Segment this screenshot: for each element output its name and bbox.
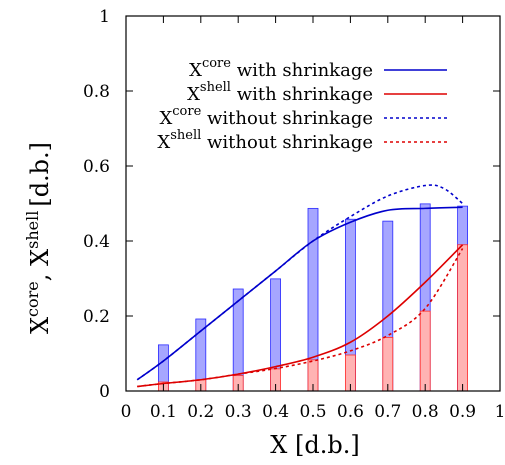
x-tick-label-8: 0.8 [412, 402, 439, 422]
y-tick-label-3: 0.6 [83, 157, 110, 177]
lines-layer [136, 184, 464, 388]
y-axis-label-base-core: X [26, 317, 54, 334]
y-axis-label-sup-shell: shell [23, 211, 42, 249]
legend-label-2: Xshell with shrinkage [187, 80, 373, 105]
legend-label-base-4: X [157, 132, 170, 153]
legend-label-1: Xcore with shrinkage [189, 56, 373, 81]
y-tick-label-0: 0 [99, 382, 110, 402]
x-tick-label-0: 0 [121, 402, 132, 422]
x-tick-label-2: 0.2 [187, 402, 214, 422]
y-axis-label-sup-core: core [23, 281, 42, 317]
legend-label-sup-2: shell [200, 80, 231, 95]
bar-shell-7 [382, 336, 394, 392]
series-line-shell-with [137, 244, 464, 388]
legend-label-rest-3: without shrinkage [201, 108, 373, 129]
legend-label-base-3: X [159, 108, 172, 129]
bar-shell-8 [419, 310, 431, 392]
y-axis-label: Xcore, Xshell [d.b.] [23, 142, 54, 334]
y-tick-label-1: 0.2 [83, 307, 110, 327]
bars-layer [157, 203, 469, 392]
x-tick-label-5: 0.5 [299, 402, 326, 422]
x-tick-label-1: 0.1 [150, 402, 177, 422]
y-tick-label-5: 1 [99, 7, 110, 27]
legend-label-rest-2: with shrinkage [231, 84, 373, 105]
x-tick-label-10: 1 [495, 402, 505, 422]
legend-label-rest-4: without shrinkage [201, 132, 373, 153]
legend-label-sup-1: core [202, 56, 231, 71]
legend-label-4: Xshell without shrinkage [157, 128, 373, 153]
bar-shell-9 [457, 244, 469, 392]
legend-label-sup-4: shell [170, 128, 201, 143]
x-tick-label-9: 0.9 [449, 402, 476, 422]
legend-label-rest-1: with shrinkage [231, 60, 373, 81]
y-axis-label-sep: , X [26, 249, 54, 281]
y-tick-label-2: 0.4 [83, 232, 110, 252]
legend-label-base-1: X [189, 60, 202, 81]
series-line-core-without [136, 184, 464, 381]
legend-label-sup-3: core [172, 104, 201, 119]
x-tick-label-6: 0.6 [337, 402, 364, 422]
series-line-shell-without [137, 248, 464, 388]
legend-label-3: Xcore without shrinkage [159, 104, 373, 129]
x-tick-label-7: 0.7 [374, 402, 401, 422]
x-axis-label: X [d.b.] [270, 431, 359, 459]
y-axis-label-unit: [d.b.] [26, 142, 54, 207]
legend-label-base-2: X [187, 84, 200, 105]
x-tick-label-4: 0.4 [262, 402, 289, 422]
ticks-layer: 0 0.1 0.2 0.3 0.4 0.5 0.6 0.7 0.8 0.9 1 0 0.2 0.4 0.6 0… [83, 7, 505, 422]
x-tick-label-3: 0.3 [225, 402, 252, 422]
y-tick-label-4: 0.8 [83, 82, 110, 102]
